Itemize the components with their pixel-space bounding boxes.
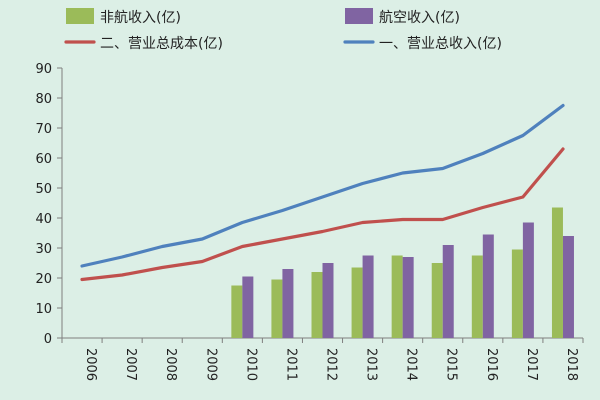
y-tick-label: 90 xyxy=(35,62,52,77)
bar xyxy=(322,263,334,338)
bar xyxy=(511,249,523,338)
bar xyxy=(482,234,494,338)
y-tick-label: 60 xyxy=(35,152,52,167)
x-tick-label: 2013 xyxy=(364,348,379,381)
bar xyxy=(522,222,534,338)
y-tick-label: 10 xyxy=(35,302,52,317)
axes: 0 10 20 30 40 50 60 70 80 90 2006 2007 2008 2009 2010 2… xyxy=(35,62,584,381)
x-tick-label: 2017 xyxy=(524,348,539,381)
x-tick-label: 2014 xyxy=(404,348,419,381)
bar xyxy=(471,255,483,338)
y-tick-label: 30 xyxy=(35,242,52,257)
legend: 非航收入(亿) 航空收入(亿) 二、营业总成本(亿) 一、营业总收入(亿) xyxy=(64,8,502,52)
bar xyxy=(231,285,243,338)
bar xyxy=(442,245,454,338)
y-tick-label: 0 xyxy=(44,332,52,347)
x-tick-label: 2008 xyxy=(163,348,178,381)
bar xyxy=(311,272,323,338)
bar xyxy=(282,269,294,338)
bar xyxy=(562,236,574,338)
bar xyxy=(242,276,254,338)
lines xyxy=(80,103,565,282)
x-tick-label: 2016 xyxy=(484,348,499,381)
x-tick-label: 2006 xyxy=(83,348,98,381)
x-tick-label: 2011 xyxy=(283,348,298,381)
legend-swatch xyxy=(66,8,94,24)
line-series xyxy=(80,147,565,282)
x-tick-label: 2007 xyxy=(123,348,138,381)
legend-swatch xyxy=(345,8,373,24)
legend-label: 二、营业总成本(亿) xyxy=(100,36,223,52)
bar xyxy=(351,267,363,338)
bar xyxy=(402,257,414,338)
legend-label: 非航收入(亿) xyxy=(100,10,181,26)
bar xyxy=(551,207,563,338)
x-tick-label: 2015 xyxy=(444,348,459,381)
x-tick-label: 2009 xyxy=(203,348,218,381)
x-tick-label: 2010 xyxy=(243,348,258,381)
y-tick-label: 70 xyxy=(35,122,52,137)
x-tick-label: 2012 xyxy=(324,348,339,381)
bar xyxy=(431,263,443,338)
y-tick-label: 50 xyxy=(35,182,52,197)
bar xyxy=(271,279,283,338)
line-series xyxy=(80,103,565,268)
legend-label: 一、营业总收入(亿) xyxy=(379,36,502,52)
bars xyxy=(231,207,574,338)
y-tick-label: 40 xyxy=(35,212,52,227)
bar xyxy=(391,255,403,338)
legend-label: 航空收入(亿) xyxy=(379,10,460,26)
x-tick-label: 2018 xyxy=(564,348,579,381)
y-tick-label: 20 xyxy=(35,272,52,287)
bar xyxy=(362,255,374,338)
y-tick-label: 80 xyxy=(35,92,52,107)
